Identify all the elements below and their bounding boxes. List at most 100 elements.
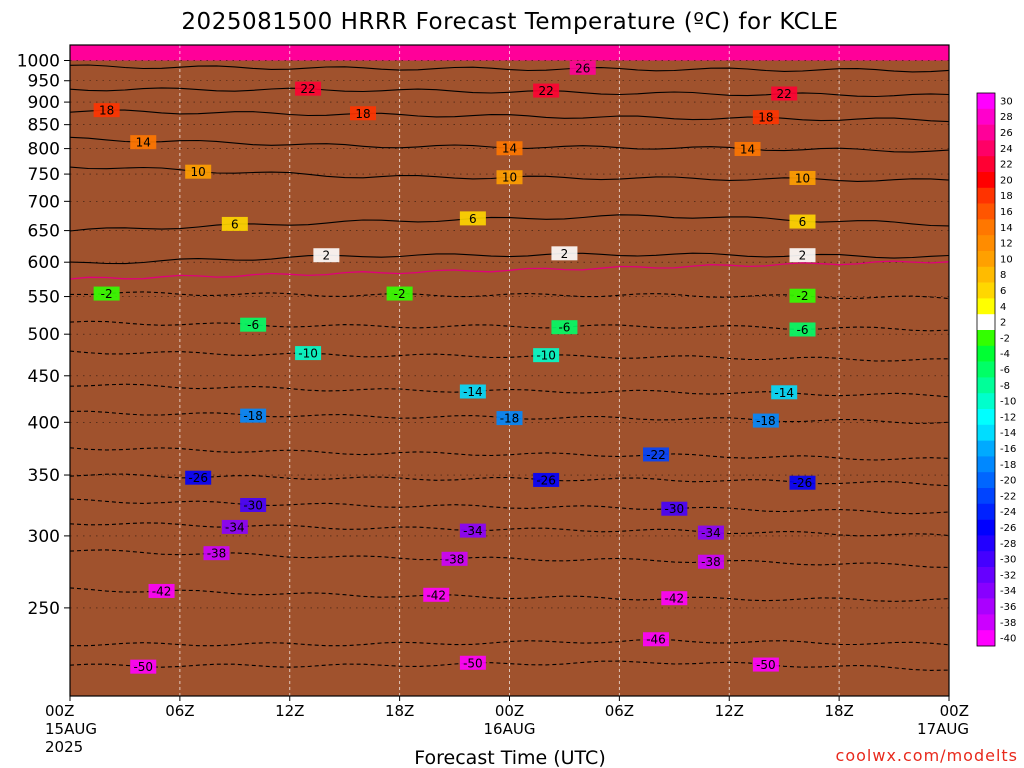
isotherm-line	[70, 64, 949, 73]
x-tick-label: 00Z	[940, 702, 969, 720]
contour-label: -50	[756, 658, 776, 672]
colorbar-swatch	[977, 598, 995, 615]
colorbar-swatch	[977, 472, 995, 489]
colorbar-label: 12	[1000, 239, 1013, 250]
contour-label: -46	[646, 633, 666, 647]
colorbar-label: -26	[1000, 523, 1016, 534]
contour-label: -2	[101, 287, 113, 301]
contour-label-bg	[551, 320, 578, 335]
x-tick-label: 00Z	[495, 702, 524, 720]
y-tick-label: 650	[28, 222, 60, 242]
temperature-band	[70, 54, 949, 58]
contour-label: -2	[797, 289, 809, 303]
contour-label: 2	[323, 249, 331, 263]
colorbar-label: 16	[1000, 207, 1013, 218]
contour-label: 18	[758, 111, 773, 125]
colorbar-label: 4	[1000, 302, 1006, 313]
contour-label-bg	[661, 591, 688, 606]
colorbar-swatch	[977, 140, 995, 157]
colorbar-label: 6	[1000, 286, 1006, 297]
x-tick-date: 17AUG	[917, 720, 969, 738]
contour-label: 2	[561, 247, 569, 261]
contour-label: -42	[665, 592, 685, 606]
contour-label-bg	[789, 248, 816, 263]
x-tick-label: 00Z	[45, 702, 74, 720]
colorbar-label: -10	[1000, 397, 1016, 408]
colorbar-label: 10	[1000, 254, 1013, 265]
isotherm-line	[70, 109, 949, 123]
contour-label: 10	[795, 171, 810, 185]
chart-title: 2025081500 HRRR Forecast Temperature (ºC…	[181, 9, 838, 35]
x-tick-label: 18Z	[824, 702, 853, 720]
colorbar-swatch	[977, 424, 995, 441]
colorbar-swatch	[977, 330, 995, 347]
contour-label: -50	[463, 656, 483, 670]
colorbar-swatch	[977, 219, 995, 236]
colorbar-swatch	[977, 314, 995, 331]
contour-label-bg	[185, 164, 212, 179]
colorbar-label: -12	[1000, 412, 1016, 423]
plot-area: -50 -50 -50 -46 -42 -42 -42 -38 -38 -38 -34 -34 -34 -…	[70, 45, 949, 696]
contour-label-bg	[643, 447, 669, 462]
contour-label: -26	[793, 476, 813, 490]
y-tick-label: 950	[28, 72, 60, 92]
x-tick-date: 16AUG	[484, 720, 536, 738]
colorbar-swatch	[977, 567, 995, 584]
colorbar-label: -38	[1000, 618, 1016, 629]
contour-label-bg	[697, 554, 724, 569]
colorbar-swatch	[977, 440, 995, 457]
y-tick-label: 800	[28, 140, 60, 160]
colorbar-swatch	[977, 108, 995, 125]
contour-label-bg	[697, 525, 724, 540]
contour-label: -26	[188, 471, 208, 485]
contour-label-bg	[752, 657, 779, 672]
contour-label-bg	[459, 384, 486, 399]
contour-label: 6	[469, 212, 477, 226]
colorbar-swatch	[977, 124, 995, 141]
y-tick-label: 350	[28, 466, 60, 486]
contour-label-bg	[459, 655, 486, 670]
contour-label-bg	[789, 475, 816, 490]
contour-label: 2	[799, 249, 807, 263]
contour-label: 6	[799, 215, 807, 229]
contour-label-bg	[496, 411, 523, 426]
contour-label-bg	[148, 583, 175, 598]
contour-label-bg	[789, 322, 816, 337]
y-axis: 250 300 350 400 450 500 550 600 650 700 750 800 850 9…	[17, 51, 70, 619]
colorbar-label: 22	[1000, 160, 1013, 171]
colorbar-label: -30	[1000, 555, 1016, 566]
contour-label: -22	[646, 448, 666, 462]
contour-label: -30	[243, 499, 263, 513]
contour-label: 10	[502, 171, 517, 185]
colorbar-swatch	[977, 345, 995, 362]
colorbar-label: -16	[1000, 444, 1016, 455]
contour-label-bg	[295, 81, 322, 96]
y-tick-label: 300	[28, 527, 60, 547]
contour-label-bg	[771, 385, 798, 400]
contour-label-bg	[789, 288, 816, 303]
colorbar-swatch	[977, 630, 995, 647]
colorbar-swatch	[977, 235, 995, 252]
contour-label: -2	[394, 287, 406, 301]
contour-label: 14	[136, 136, 151, 150]
colorbar-label: -22	[1000, 491, 1016, 502]
y-tick-label: 250	[28, 599, 60, 619]
contour-label: -34	[225, 520, 245, 534]
colorbar-label: -8	[1000, 381, 1010, 392]
temperature-band	[70, 48, 949, 52]
contour-label: -34	[463, 524, 483, 538]
contour-label-bg	[93, 286, 120, 301]
colorbar-label: -4	[1000, 349, 1010, 360]
colorbar-label: 8	[1000, 270, 1006, 281]
contour-label: -10	[536, 349, 556, 363]
colorbar-swatch	[977, 488, 995, 505]
colorbar-label: -32	[1000, 570, 1016, 581]
contour-label: -38	[701, 555, 721, 569]
contour-label-bg	[533, 472, 560, 487]
contour-label-bg	[93, 103, 120, 118]
contour-label-bg	[350, 106, 376, 121]
contour-label-bg	[240, 498, 267, 513]
contour-label: 22	[538, 84, 553, 98]
contour-label: -6	[247, 318, 259, 332]
